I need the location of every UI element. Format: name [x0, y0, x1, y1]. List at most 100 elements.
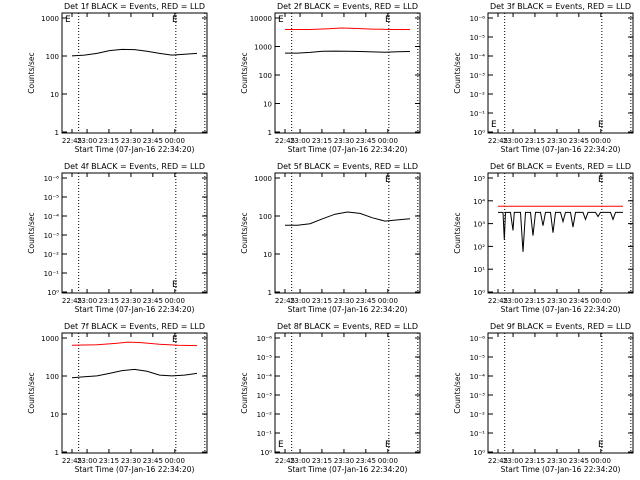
x-tick-label: 00:00	[378, 137, 398, 145]
y-tick-label: 10⁻⁴	[257, 373, 273, 381]
panel-1: Det 1f BLACK = Events, RED = LLD 22:45 23:…	[27, 2, 208, 154]
y-tick-label: 10³	[473, 221, 485, 229]
y-tick-label: 1000	[254, 44, 272, 52]
panel-title: Det 3f BLACK = Events, RED = LLD	[490, 2, 631, 11]
x-tick-label: 23:15	[312, 297, 332, 305]
panel-4: Det 4f BLACK = Events, RED = LLD22:4523:…	[27, 162, 208, 314]
x-tick-label: 23:00	[290, 457, 310, 465]
y-tick-label: 10⁻²	[257, 411, 273, 419]
y-axis-label: Counts/sec	[453, 52, 462, 93]
y-tick-label: 100	[259, 72, 272, 80]
plot-frame	[487, 332, 634, 454]
x-tick-label: 23:00	[290, 137, 310, 145]
x-tick-label: 23:00	[77, 457, 97, 465]
x-axis-label: Start Time (07-Jan-16 22:34:20)	[75, 465, 195, 474]
x-tick-label: 23:00	[503, 457, 523, 465]
y-axis-label: Counts/sec	[240, 372, 249, 413]
x-tick-label: 00:00	[378, 457, 398, 465]
y-axis-label: Counts/sec	[27, 52, 36, 93]
x-tick-label: 23:30	[121, 457, 141, 465]
y-tick-label: 10	[50, 91, 59, 99]
y-tick-label: 10	[263, 251, 272, 259]
panel-6: Det 6f BLACK = Events, RED = LLD22:4523:…	[453, 162, 634, 314]
x-tick-label: 23:30	[334, 297, 354, 305]
x-tick-label: 00:00	[378, 297, 398, 305]
x-tick-label: 22:45	[62, 297, 82, 305]
y-tick-label: 10⁻⁴	[470, 373, 486, 381]
x-tick-label: 23:30	[547, 297, 567, 305]
panel-3: Det 3f BLACK = Events, RED = LLD 22:4523:…	[453, 2, 634, 154]
y-tick-label: 1000	[254, 175, 272, 183]
plot-frame	[61, 332, 208, 454]
x-tick-label: 22:45	[275, 137, 295, 145]
panel-title: Det 6f BLACK = Events, RED = LLD	[490, 162, 631, 171]
x-axis-label: Start Time (07-Jan-16 22:34:20)	[501, 305, 621, 314]
x-tick-label: 23:45	[143, 457, 163, 465]
x-tick-label: 23:30	[121, 297, 141, 305]
x-tick-label: 00:00	[165, 457, 185, 465]
y-tick-label: 1000	[41, 335, 59, 343]
y-tick-label: 10⁻⁵	[44, 194, 60, 202]
y-tick-label: 1	[268, 289, 272, 297]
y-tick-label: 10⁻⁵	[470, 354, 486, 362]
x-tick-label: 00:00	[591, 297, 611, 305]
event-marker: E	[598, 120, 604, 130]
y-tick-label: 1000	[41, 15, 59, 23]
panel-title: Det 7f BLACK = Events, RED = LLD	[64, 322, 205, 331]
event-marker: E	[172, 15, 178, 25]
panel-9: Det 9f BLACK = Events, RED = LLD22:4523:…	[453, 322, 634, 474]
x-tick-label: 23:45	[569, 457, 589, 465]
y-tick-label: 100	[46, 373, 59, 381]
x-tick-label: 23:15	[312, 137, 332, 145]
event-marker: E	[278, 440, 284, 450]
x-tick-label: 22:45	[275, 297, 295, 305]
x-tick-label: 23:15	[312, 457, 332, 465]
plot-frame	[487, 12, 634, 134]
y-axis-label: Counts/sec	[27, 212, 36, 253]
x-axis-label: Start Time (07-Jan-16 22:34:20)	[288, 465, 408, 474]
y-tick-label: 10	[263, 101, 272, 109]
y-tick-label: 1	[55, 129, 59, 137]
y-tick-label: 10⁻¹	[257, 430, 273, 438]
y-tick-label: 10⁻⁶	[470, 335, 486, 343]
x-tick-label: 00:00	[165, 297, 185, 305]
y-tick-label: 10⁰	[473, 289, 485, 297]
x-axis-label: Start Time (07-Jan-16 22:34:20)	[75, 145, 195, 154]
x-tick-label: 00:00	[591, 137, 611, 145]
y-tick-label: 10⁻²	[470, 91, 486, 99]
x-tick-label: 23:00	[503, 137, 523, 145]
panel-title: Det 9f BLACK = Events, RED = LLD	[490, 322, 631, 331]
event-marker: E	[491, 120, 497, 130]
y-axis-label: Counts/sec	[27, 372, 36, 413]
event-marker: E	[385, 440, 391, 450]
x-tick-label: 22:45	[488, 297, 508, 305]
series-line-2	[71, 368, 198, 379]
x-tick-label: 23:30	[121, 137, 141, 145]
y-tick-label: 10⁻³	[257, 392, 273, 400]
x-tick-label: 23:00	[290, 297, 310, 305]
event-marker: E	[172, 280, 178, 290]
event-marker: E	[385, 175, 391, 185]
panel-title: Det 5f BLACK = Events, RED = LLD	[277, 162, 418, 171]
x-tick-label: 22:45	[488, 137, 508, 145]
y-tick-label: 10²	[473, 243, 485, 251]
x-axis-label: Start Time (07-Jan-16 22:34:20)	[501, 145, 621, 154]
series-line-2	[498, 211, 623, 252]
x-tick-label: 23:15	[99, 457, 119, 465]
x-tick-label: 22:45	[62, 137, 82, 145]
x-axis-label: Start Time (07-Jan-16 22:34:20)	[501, 465, 621, 474]
x-tick-label: 23:45	[356, 457, 376, 465]
y-tick-label: 10⁻³	[470, 72, 486, 80]
x-tick-label: 23:45	[356, 297, 376, 305]
y-tick-label: 10⁻⁵	[257, 354, 273, 362]
y-axis-label: Counts/sec	[453, 212, 462, 253]
x-tick-label: 23:30	[547, 457, 567, 465]
x-tick-label: 23:30	[334, 457, 354, 465]
panel-title: Det 1f BLACK = Events, RED = LLD	[64, 2, 205, 11]
x-tick-label: 23:00	[77, 297, 97, 305]
panel-2: Det 2f BLACK = Events, RED = LLD22:4523:…	[240, 2, 421, 154]
y-tick-label: 10¹	[473, 266, 485, 274]
series-line-2	[285, 50, 411, 54]
x-tick-label: 23:00	[503, 297, 523, 305]
